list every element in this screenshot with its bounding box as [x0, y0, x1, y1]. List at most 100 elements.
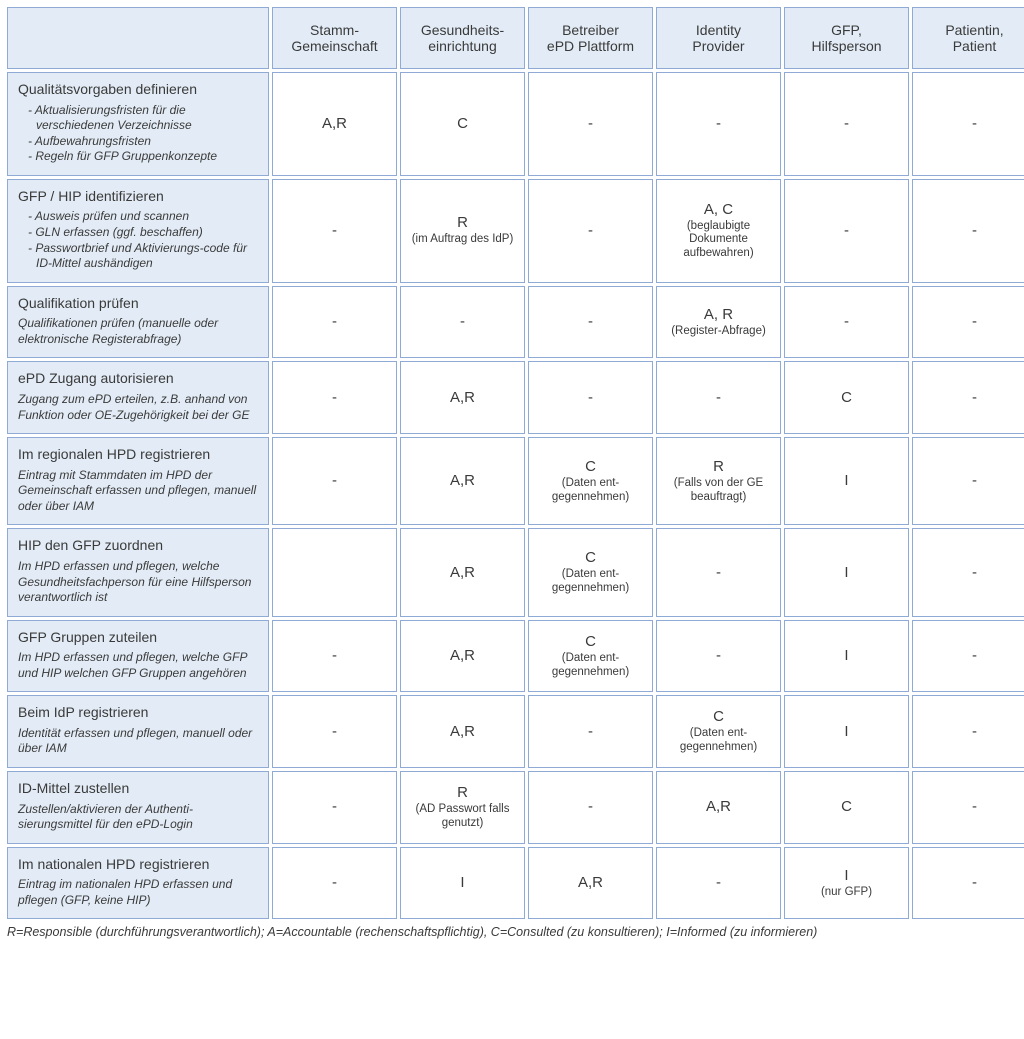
cell-main: -: [921, 798, 1024, 816]
cell-main: -: [665, 647, 772, 665]
row-bullet: Aufbewahrungsfristen: [28, 134, 258, 150]
row-header: HIP den GFP zuordnen Im HPD erfassen und …: [7, 528, 269, 616]
raci-cell: I: [400, 847, 525, 920]
cell-main: A, C: [665, 201, 772, 219]
cell-main: A,R: [537, 874, 644, 892]
cell-main: -: [281, 222, 388, 240]
cell-main: -: [281, 472, 388, 490]
cell-main: -: [921, 874, 1024, 892]
row-title: HIP den GFP zuordnen: [18, 537, 258, 555]
raci-cell: R(im Auftrag des IdP): [400, 179, 525, 283]
cell-note: (Register-Abfrage): [665, 325, 772, 339]
raci-cell: R(AD Passwort falls genutzt): [400, 771, 525, 844]
cell-note: (Daten ent-gegennehmen): [537, 568, 644, 596]
raci-cell: -: [912, 286, 1024, 359]
cell-main: -: [921, 472, 1024, 490]
row-desc: Im HPD erfassen und pflegen, welche Gesu…: [18, 559, 258, 606]
table-head: Stamm-GemeinschaftGesundheits-einrichtun…: [7, 7, 1024, 69]
raci-cell: -: [272, 695, 397, 768]
row-bullets: Aktualisierungsfristen für die verschied…: [18, 103, 258, 165]
row-title: ePD Zugang autorisieren: [18, 370, 258, 388]
row-title: GFP / HIP identifizieren: [18, 188, 258, 206]
row-bullet: Regeln für GFP Gruppenkonzepte: [28, 149, 258, 165]
table-row: ePD Zugang autorisierenZugang zum ePD er…: [7, 361, 1024, 434]
cell-main: C: [409, 115, 516, 133]
raci-cell: I(nur GFP): [784, 847, 909, 920]
row-title: Qualitätsvorgaben definieren: [18, 81, 258, 99]
raci-cell: -: [912, 771, 1024, 844]
row-title: ID-Mittel zustellen: [18, 780, 258, 798]
raci-cell: A,R: [400, 528, 525, 616]
raci-cell: A,R: [400, 620, 525, 693]
raci-cell: -: [912, 437, 1024, 525]
row-desc: Zustellen/aktivieren der Authenti-sierun…: [18, 802, 258, 833]
raci-cell: C: [784, 771, 909, 844]
cell-main: A, R: [665, 306, 772, 324]
cell-main: -: [665, 389, 772, 407]
raci-cell: -: [656, 528, 781, 616]
cell-main: -: [665, 564, 772, 582]
cell-main: -: [281, 647, 388, 665]
cell-main: A,R: [409, 472, 516, 490]
raci-cell: -: [656, 72, 781, 176]
raci-cell: -: [400, 286, 525, 359]
raci-cell: I: [784, 528, 909, 616]
cell-main: -: [921, 389, 1024, 407]
column-header: Patientin,Patient: [912, 7, 1024, 69]
row-bullets: Ausweis prüfen und scannenGLN erfassen (…: [18, 209, 258, 271]
row-header: ePD Zugang autorisierenZugang zum ePD er…: [7, 361, 269, 434]
row-bullet: Ausweis prüfen und scannen: [28, 209, 258, 225]
cell-main: C: [793, 389, 900, 407]
table-row: ID-Mittel zustellen Zustellen/aktivieren …: [7, 771, 1024, 844]
cell-main: -: [537, 798, 644, 816]
raci-cell: -: [272, 286, 397, 359]
cell-main: -: [281, 389, 388, 407]
table-row: Beim IdP registrierenIdentität erfassen …: [7, 695, 1024, 768]
row-desc: Identität erfassen und pflegen, manuell …: [18, 726, 258, 757]
cell-main: I: [409, 874, 516, 892]
raci-cell: C(Daten ent-gegennehmen): [528, 620, 653, 693]
raci-cell: A,R: [400, 437, 525, 525]
raci-table: Stamm-GemeinschaftGesundheits-einrichtun…: [4, 4, 1024, 922]
raci-cell: C(Daten ent-gegennehmen): [528, 437, 653, 525]
raci-cell: -: [912, 179, 1024, 283]
row-header: Beim IdP registrierenIdentität erfassen …: [7, 695, 269, 768]
raci-cell: A, C(beglaubigte Dokumente aufbewahren): [656, 179, 781, 283]
table-row: GFP Gruppen zuteilenIm HPD erfassen und …: [7, 620, 1024, 693]
table-row: Im regionalen HPD registrieren Eintrag mi…: [7, 437, 1024, 525]
raci-cell: R(Falls von der GE beauftragt): [656, 437, 781, 525]
row-desc: Eintrag im nationalen HPD erfassen und p…: [18, 877, 258, 908]
raci-cell: -: [912, 847, 1024, 920]
raci-cell: C: [400, 72, 525, 176]
cell-main: -: [921, 222, 1024, 240]
raci-cell: -: [272, 771, 397, 844]
row-header: Qualitätsvorgaben definieren Aktualisieru…: [7, 72, 269, 176]
cell-main: C: [537, 633, 644, 651]
cell-main: A,R: [665, 798, 772, 816]
raci-cell: C(Daten ent-gegennehmen): [656, 695, 781, 768]
table-row: Im nationalen HPD registrierenEintrag im…: [7, 847, 1024, 920]
raci-cell: C(Daten ent-gegennehmen): [528, 528, 653, 616]
cell-main: C: [793, 798, 900, 816]
cell-main: -: [537, 389, 644, 407]
raci-cell: C: [784, 361, 909, 434]
raci-cell: -: [912, 361, 1024, 434]
legend-text: R=Responsible (durchführungsverantwortli…: [4, 925, 1020, 939]
raci-cell: -: [272, 620, 397, 693]
raci-cell: A,R: [528, 847, 653, 920]
raci-cell: -: [272, 847, 397, 920]
column-header: Stamm-Gemeinschaft: [272, 7, 397, 69]
table-row: Qualitätsvorgaben definieren Aktualisieru…: [7, 72, 1024, 176]
cell-note: (AD Passwort falls genutzt): [409, 803, 516, 831]
cell-main: -: [537, 313, 644, 331]
cell-main: A,R: [409, 723, 516, 741]
row-header: Qualifikation prüfenQualifikationen prüf…: [7, 286, 269, 359]
cell-main: I: [793, 472, 900, 490]
raci-cell: -: [656, 620, 781, 693]
cell-main: -: [921, 647, 1024, 665]
row-title: Im regionalen HPD registrieren: [18, 446, 258, 464]
row-desc: Eintrag mit Stammdaten im HPD der Gemein…: [18, 468, 258, 515]
cell-main: -: [665, 115, 772, 133]
raci-cell: -: [528, 179, 653, 283]
row-bullet: Passwortbrief und Aktivierungs-code für …: [28, 241, 258, 272]
